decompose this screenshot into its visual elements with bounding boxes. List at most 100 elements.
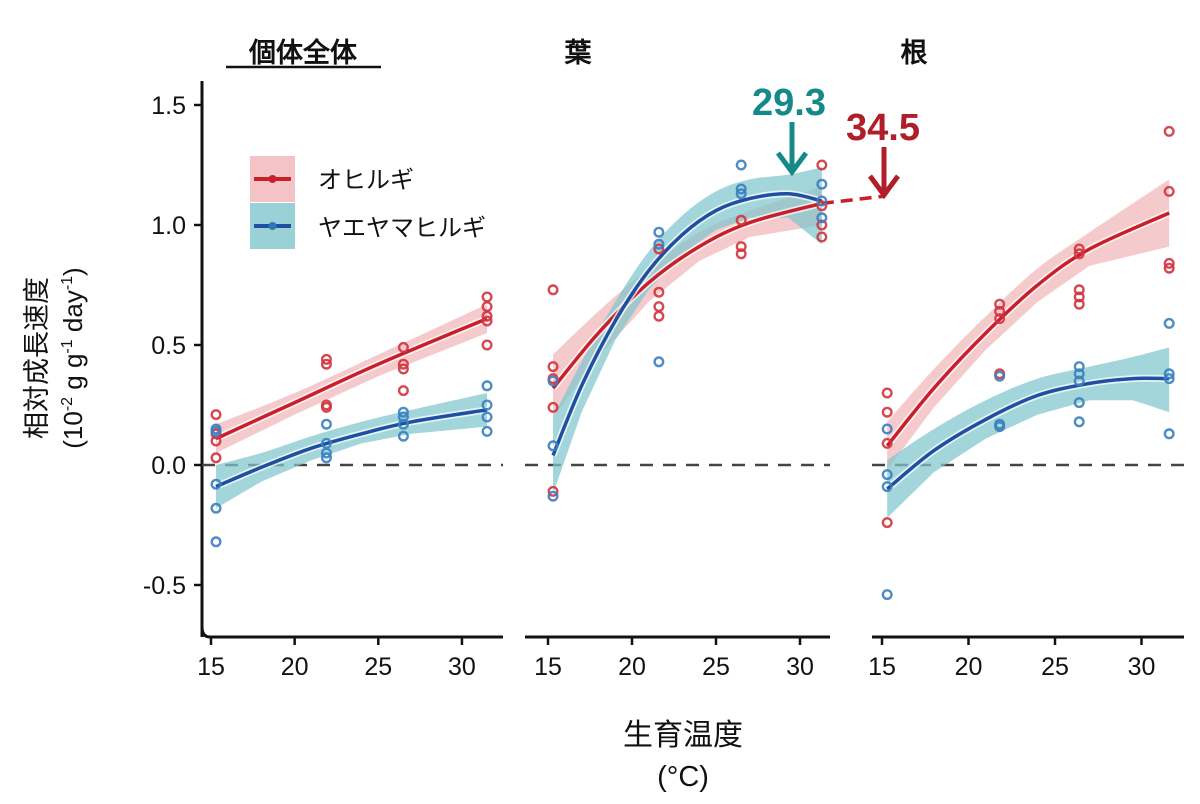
y-axis-title: 相対成長速度 (10-2 g g-1 day-1) (22, 267, 88, 448)
annotation-29-3-label: 29.3 (752, 82, 826, 124)
data-point (320, 452, 332, 464)
fit-line (885, 211, 1170, 447)
x-tick-label: 25 (364, 653, 392, 681)
y-axis-title-line2: (10-2 g g-1 day-1) (58, 267, 88, 448)
x-tick-label: 30 (786, 653, 814, 681)
fit-line (886, 376, 1170, 491)
annotation-29-3-arrow-head (775, 151, 809, 177)
data-point (653, 238, 665, 250)
data-point (210, 478, 222, 490)
data-point (994, 421, 1006, 433)
data-point (653, 310, 665, 322)
data-point (1163, 373, 1175, 385)
data-point (1163, 262, 1175, 274)
data-point (397, 341, 409, 353)
data-point (320, 418, 332, 430)
y-axis: -0.5 0.0 0.5 1.0 1.5 (143, 81, 204, 637)
data-point (1163, 125, 1175, 137)
x-axis-title-line2: (°C) (657, 761, 709, 793)
data-point (881, 469, 893, 481)
panel-2: 葉 15 20 25 30 (525, 38, 885, 681)
data-point (397, 358, 409, 370)
legend-label-ohirugi: オヒルギ (318, 166, 414, 194)
data-point (1073, 243, 1085, 255)
data-point (881, 423, 893, 435)
extrapolation-line (821, 194, 885, 206)
x-tick-label: 30 (448, 653, 476, 681)
data-point (653, 286, 665, 298)
data-point (397, 385, 409, 397)
y-tick-label: -0.5 (143, 572, 186, 600)
data-point (1073, 284, 1085, 296)
data-point (1163, 185, 1175, 197)
data-point (994, 370, 1006, 382)
data-point (1073, 416, 1085, 428)
data-point (994, 305, 1006, 317)
data-point (320, 358, 332, 370)
y-unit-mid2: day (58, 290, 88, 339)
data-point (735, 183, 747, 195)
data-point (547, 490, 559, 502)
data-point (881, 589, 893, 601)
panel-3: 根 15 20 25 30 (868, 38, 1184, 681)
data-point (320, 353, 332, 365)
data-point (994, 298, 1006, 310)
data-point (481, 291, 493, 303)
data-point (481, 339, 493, 351)
legend-label-yaeyama: ヤエヤマヒルギ (318, 214, 486, 242)
y-unit-mid1: g g (58, 354, 88, 397)
data-point (210, 502, 222, 514)
data-point (547, 361, 559, 373)
y-tick-label: 0.0 (151, 452, 186, 480)
data-point (397, 406, 409, 418)
fit-line (551, 192, 823, 457)
data-point (210, 425, 222, 437)
annotation-34-5: 34.5 (846, 107, 920, 200)
data-point (547, 401, 559, 413)
x-tick-label: 25 (1041, 653, 1069, 681)
data-point (881, 406, 893, 418)
panels: 個体全体 15 20 25 30 葉 15 20 25 30 根 15 20 25 30 (197, 37, 1184, 681)
data-point (1073, 248, 1085, 260)
data-point (881, 437, 893, 449)
y-unit-prefix: (10 (58, 411, 88, 449)
data-point (881, 387, 893, 399)
panel-title: 葉 (564, 38, 593, 69)
data-point (210, 409, 222, 421)
y-unit-exp2: -1 (59, 339, 76, 353)
data-point (1073, 291, 1085, 303)
x-tick-label: 15 (534, 653, 562, 681)
x-tick-label: 20 (281, 653, 309, 681)
x-tick-label: 30 (1128, 653, 1156, 681)
data-point (653, 243, 665, 255)
data-point (881, 481, 893, 493)
fit-line (215, 316, 488, 441)
x-tick-label: 25 (702, 653, 730, 681)
data-point (397, 430, 409, 442)
data-point (481, 399, 493, 411)
data-point (397, 363, 409, 375)
x-tick-label: 20 (955, 653, 983, 681)
y-tick-label: 0.5 (151, 332, 186, 360)
x-tick-label: 15 (197, 653, 225, 681)
data-point (481, 310, 493, 322)
legend-key-yaeyama-point (268, 222, 277, 230)
x-tick-label: 15 (868, 653, 896, 681)
data-point (816, 200, 828, 212)
y-unit-suffix: ) (58, 267, 88, 276)
data-point (547, 485, 559, 497)
legend: オヒルギ ヤエヤマヒルギ (250, 156, 486, 249)
panel-1: 個体全体 15 20 25 30 (197, 37, 503, 681)
data-point (1163, 428, 1175, 440)
confidence-band (887, 347, 1170, 518)
data-point (481, 411, 493, 423)
data-point (994, 313, 1006, 325)
data-point (481, 425, 493, 437)
data-point (547, 440, 559, 452)
data-point (1073, 361, 1085, 373)
data-point (547, 375, 559, 387)
x-tick-label: 20 (618, 653, 646, 681)
y-unit-exp1: -2 (59, 397, 76, 411)
data-point (1163, 257, 1175, 269)
data-point (653, 356, 665, 368)
